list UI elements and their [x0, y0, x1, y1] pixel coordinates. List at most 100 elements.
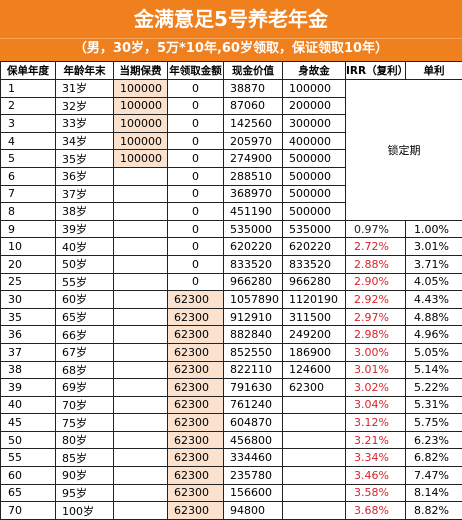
cell-simple: 8.82% — [406, 502, 462, 520]
cell-death: 620220 — [283, 238, 346, 256]
cell-premium — [114, 414, 168, 432]
cell-annual: 62300 — [168, 396, 224, 414]
cell-age: 80岁 — [56, 431, 114, 449]
cell-simple: 5.75% — [406, 414, 462, 432]
cell-annual: 62300 — [168, 308, 224, 326]
cell-premium: 100000 — [114, 115, 168, 133]
cell-age: 100岁 — [56, 502, 114, 520]
cell-death: 500000 — [283, 150, 346, 168]
cell-premium — [114, 361, 168, 379]
cell-simple: 6.23% — [406, 431, 462, 449]
cell-irr: 3.01% — [346, 361, 406, 379]
cell-annual: 0 — [168, 80, 224, 98]
cell-death: 500000 — [283, 203, 346, 221]
cell-cash: 334460 — [224, 449, 283, 467]
cell-simple: 4.88% — [406, 308, 462, 326]
col-header-year: 保单年度 — [1, 62, 56, 80]
cell-age: 40岁 — [56, 238, 114, 256]
cell-premium — [114, 449, 168, 467]
cell-cash: 791630 — [224, 379, 283, 397]
cell-annual: 0 — [168, 132, 224, 150]
cell-annual: 0 — [168, 185, 224, 203]
cell-death: 500000 — [283, 185, 346, 203]
cell-year: 2 — [1, 97, 56, 115]
col-header-annual: 年领取金额 — [168, 62, 224, 80]
cell-year: 10 — [1, 238, 56, 256]
cell-premium — [114, 467, 168, 485]
cell-age: 31岁 — [56, 80, 114, 98]
cell-age: 95岁 — [56, 484, 114, 502]
cell-premium — [114, 167, 168, 185]
cell-simple: 3.01% — [406, 238, 462, 256]
cell-irr: 3.58% — [346, 484, 406, 502]
cell-annual: 0 — [168, 238, 224, 256]
table-header-row: 保单年度 年龄年末 当期保费 年领取金额 现金价值 身故金 IRR（复利） 单利 — [1, 62, 462, 80]
cell-annual: 0 — [168, 273, 224, 291]
cell-age: 50岁 — [56, 255, 114, 273]
cell-death: 833520 — [283, 255, 346, 273]
cell-year: 37 — [1, 343, 56, 361]
cell-year: 55 — [1, 449, 56, 467]
cell-year: 70 — [1, 502, 56, 520]
page-title: 金满意足5号养老年金 — [0, 0, 462, 38]
cell-year: 1 — [1, 80, 56, 98]
cell-annual: 62300 — [168, 343, 224, 361]
cell-year: 50 — [1, 431, 56, 449]
cell-simple: 5.31% — [406, 396, 462, 414]
cell-premium — [114, 484, 168, 502]
cell-death: 200000 — [283, 97, 346, 115]
col-header-simple: 单利 — [406, 62, 462, 80]
cell-age: 67岁 — [56, 343, 114, 361]
cell-premium — [114, 431, 168, 449]
cell-premium — [114, 326, 168, 344]
cell-annual: 62300 — [168, 484, 224, 502]
cell-age: 75岁 — [56, 414, 114, 432]
cell-death: 249200 — [283, 326, 346, 344]
cell-death: 500000 — [283, 167, 346, 185]
cell-year: 30 — [1, 291, 56, 309]
cell-simple: 6.82% — [406, 449, 462, 467]
cell-cash: 94800 — [224, 502, 283, 520]
cell-annual: 62300 — [168, 326, 224, 344]
cell-annual: 0 — [168, 167, 224, 185]
cell-death — [283, 396, 346, 414]
cell-irr: 3.02% — [346, 379, 406, 397]
cell-year: 8 — [1, 203, 56, 221]
cell-death — [283, 502, 346, 520]
cell-cash: 604870 — [224, 414, 283, 432]
col-header-death: 身故金 — [283, 62, 346, 80]
cell-cash: 205970 — [224, 132, 283, 150]
cell-annual: 0 — [168, 203, 224, 221]
cell-cash: 235780 — [224, 467, 283, 485]
cell-premium — [114, 291, 168, 309]
cell-annual: 62300 — [168, 361, 224, 379]
cell-death: 300000 — [283, 115, 346, 133]
cell-simple: 7.47% — [406, 467, 462, 485]
cell-year: 45 — [1, 414, 56, 432]
cell-simple: 4.96% — [406, 326, 462, 344]
cell-year: 40 — [1, 396, 56, 414]
cell-premium — [114, 343, 168, 361]
cell-simple: 8.14% — [406, 484, 462, 502]
cell-cash: 852550 — [224, 343, 283, 361]
cell-death: 966280 — [283, 273, 346, 291]
cell-age: 34岁 — [56, 132, 114, 150]
cell-age: 65岁 — [56, 308, 114, 326]
cell-cash: 822110 — [224, 361, 283, 379]
cell-cash: 288510 — [224, 167, 283, 185]
cell-age: 35岁 — [56, 150, 114, 168]
cell-cash: 87060 — [224, 97, 283, 115]
cell-premium — [114, 308, 168, 326]
cell-annual: 0 — [168, 255, 224, 273]
cell-death: 400000 — [283, 132, 346, 150]
cell-annual: 62300 — [168, 291, 224, 309]
cell-irr: 0.97% — [346, 220, 406, 238]
